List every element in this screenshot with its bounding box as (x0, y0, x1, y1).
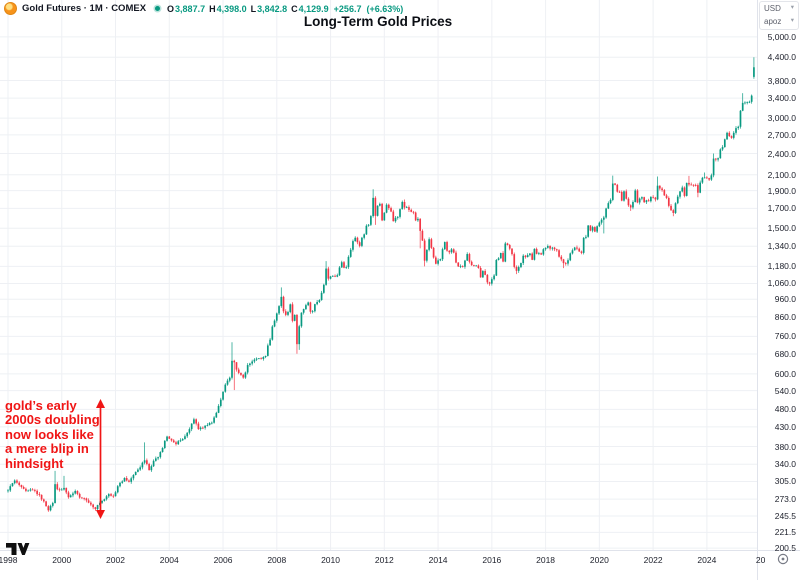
price-axis-label: 1,060.0 (767, 278, 796, 289)
price-axis-label: 540.0 (774, 385, 796, 396)
text-annotation-line: 2000s doubling (5, 412, 100, 428)
text-annotation-line: hindsight (5, 455, 64, 471)
price-axis-label: 600.0 (774, 368, 796, 379)
time-axis[interactable]: 1998 2000 2002 2004 2006 2008 2010 2012 2014 2016… (0, 551, 765, 580)
low-label: L (250, 3, 257, 14)
change-value: +256.7 (333, 3, 362, 14)
currency-selector[interactable]: USD ▾ (760, 2, 798, 15)
time-axis-label: 2014 (428, 555, 448, 565)
time-axis-label: 20 (755, 555, 766, 565)
price-axis-label: 3,400.0 (767, 93, 796, 104)
text-annotation-line: gold’s early (5, 398, 77, 413)
open-label: O (167, 3, 175, 14)
chevron-down-icon: ▾ (790, 17, 794, 25)
time-axis-label: 2020 (589, 555, 609, 565)
ohlc-values: O3,887.7 H4,398.0 L3,842.8 C4,129.9 +256… (167, 4, 403, 14)
price-axis-label: 480.0 (774, 404, 796, 415)
symbol-title[interactable]: Gold Futures · 1M · COMEX (22, 3, 147, 14)
gear-icon[interactable] (776, 552, 790, 566)
market-status-dot (155, 6, 161, 11)
price-axis-label: 430.0 (774, 421, 796, 432)
time-axis-label: 2012 (374, 555, 394, 565)
price-axis-label: 860.0 (774, 311, 796, 322)
currency-label: USD (764, 4, 781, 13)
arrow-annotation[interactable] (96, 399, 105, 519)
candlestick-series (7, 57, 755, 512)
close-value: 4,129.9 (298, 3, 329, 14)
price-axis-label: 1,500.0 (767, 223, 796, 234)
price-axis-label: 3,800.0 (767, 75, 796, 86)
open-value: 3,887.7 (175, 3, 206, 14)
price-axis-label: 245.5 (774, 510, 796, 521)
price-axis-label: 4,400.0 (767, 52, 796, 63)
text-annotation[interactable]: gold’s early 2000s doubling now looks like… (5, 398, 115, 471)
text-annotation-line: a mere blip in (5, 441, 89, 457)
price-axis-label: 1,180.0 (767, 261, 796, 272)
price-axis-label: 2,100.0 (767, 169, 796, 180)
time-axis-label: 2010 (321, 555, 340, 565)
close-label: C (291, 3, 298, 14)
axis-unit-selectors: USD ▾ apoz ▾ (759, 1, 799, 30)
price-axis[interactable]: USD ▾ apoz ▾ 5,000.0 4,400.0 3,800.0 3,400.… (758, 0, 800, 580)
unit-selector[interactable]: apoz ▾ (760, 15, 798, 28)
price-axis-label: 273.0 (774, 494, 796, 505)
chevron-down-icon: ▾ (790, 4, 794, 12)
price-axis-label: 5,000.0 (767, 31, 796, 42)
time-axis-label: 2000 (52, 555, 72, 565)
low-value: 3,842.8 (257, 3, 288, 14)
gold-symbol-icon (4, 2, 17, 15)
time-axis-label: 2024 (697, 555, 717, 565)
price-axis-label: 1,900.0 (767, 185, 796, 196)
price-axis-label: 1,700.0 (767, 203, 796, 214)
price-axis-label: 2,400.0 (767, 148, 796, 159)
price-axis-label: 1,340.0 (767, 241, 796, 252)
chart-title-annotation[interactable]: Long-Term Gold Prices (303, 14, 453, 29)
time-axis-label: 2004 (159, 555, 179, 565)
time-axis-label: 1998 (0, 555, 18, 565)
price-axis-label: 221.5 (774, 527, 796, 538)
tradingview-logo[interactable] (6, 542, 30, 556)
price-axis-label: 2,700.0 (767, 129, 796, 140)
change-percent: (+6.63%) (366, 3, 404, 14)
time-axis-label: 2016 (482, 555, 502, 565)
price-axis-label: 960.0 (774, 294, 796, 305)
time-axis-label: 2022 (643, 555, 663, 565)
price-axis-label: 305.0 (774, 476, 796, 487)
grid-lines (0, 0, 757, 550)
price-axis-label: 380.0 (774, 441, 796, 452)
high-label: H (209, 3, 216, 14)
price-axis-label: 200.5 (774, 543, 796, 554)
high-value: 4,398.0 (216, 3, 247, 14)
text-annotation-line: now looks like (5, 426, 94, 442)
price-axis-label: 760.0 (774, 331, 796, 342)
time-axis-label: 2008 (267, 555, 287, 565)
price-axis-label: 340.0 (774, 459, 796, 470)
unit-label: apoz (764, 17, 782, 26)
price-axis-label: 680.0 (774, 349, 796, 360)
time-axis-label: 2018 (536, 555, 556, 565)
time-axis-label: 2002 (106, 555, 125, 565)
price-axis-label: 3,000.0 (767, 113, 796, 124)
legend: Gold Futures · 1M · COMEX O3,887.7 H4,39… (4, 2, 403, 15)
time-axis-label: 2006 (213, 555, 233, 565)
